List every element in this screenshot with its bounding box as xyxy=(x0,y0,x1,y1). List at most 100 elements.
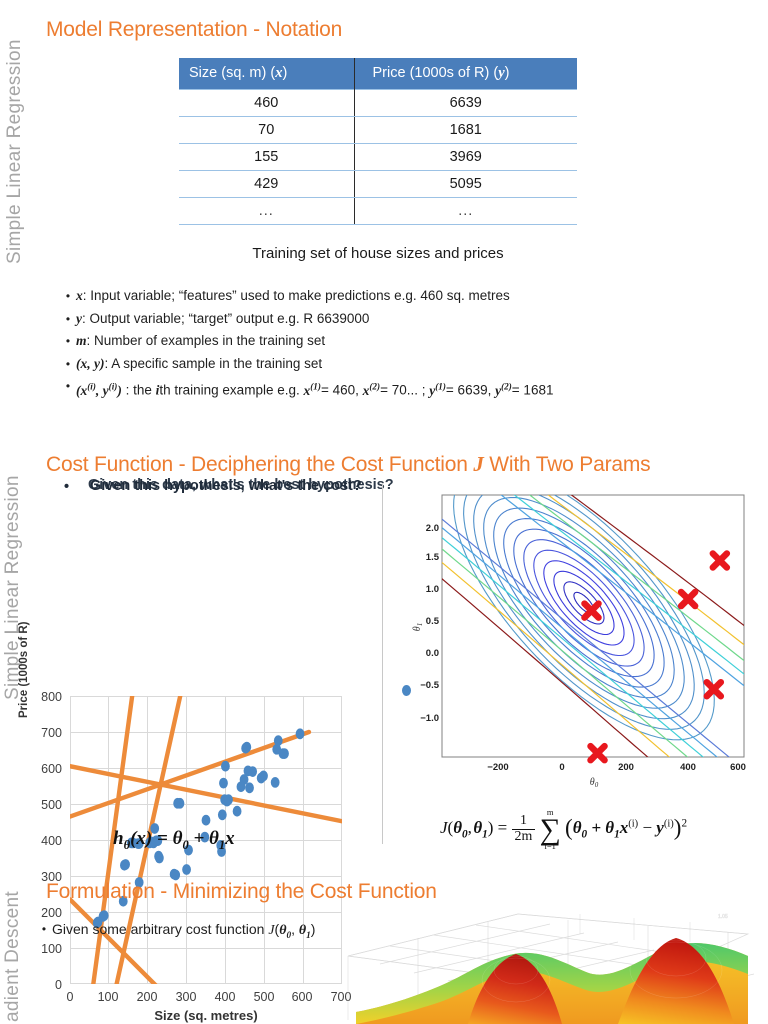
gridline-h xyxy=(70,804,342,805)
contour-y-axis-title: θ1 xyxy=(412,623,424,631)
cost-surface-image: 1.05 xyxy=(318,900,768,1024)
scatter-point xyxy=(295,728,305,740)
list-item-label: m: Number of examples in the training se… xyxy=(76,333,326,348)
contour-line xyxy=(523,539,645,667)
list-item: • (x, y): A specific sample in the train… xyxy=(60,353,760,376)
cell-size: ... xyxy=(179,197,354,225)
y-tick-label: 800 xyxy=(41,690,62,704)
x-tick-label: 700 xyxy=(330,990,352,1004)
overlap-text-front-label: Given this hypothesis, what's the cost? xyxy=(90,478,362,494)
header-price-text: Price (1000s of R) xyxy=(372,65,494,81)
sidebar-label-text: adient Descent xyxy=(2,891,23,1022)
gradient-bullet-list: • Given some arbitrary cost function J(θ… xyxy=(36,918,536,946)
contour-band xyxy=(528,495,744,662)
gridline-v xyxy=(186,696,187,984)
scatter-point xyxy=(121,859,130,870)
gridline-h xyxy=(70,696,342,697)
gridline-v xyxy=(225,696,226,984)
contour-band xyxy=(513,495,744,675)
cell-size: 429 xyxy=(179,170,354,198)
hypothesis-formula: hθ(x) = θ0 + θ1x xyxy=(113,828,235,852)
contour-line xyxy=(543,560,625,646)
scatter-point xyxy=(248,766,258,777)
list-item: • Given some arbitrary cost function J(θ… xyxy=(36,918,536,946)
table-row: 429 5095 xyxy=(179,170,577,198)
x-tick-label: 100 xyxy=(97,990,119,1004)
contour-svg: 2.0 1.5 1.0 0.5 0.0 −0.5 −1.0 −200 0 200… xyxy=(412,494,746,789)
scatter-point xyxy=(270,777,280,788)
table-row: 155 3969 xyxy=(179,143,577,171)
gridline-h xyxy=(70,732,342,733)
notation-bullet-list: • x: Input variable; “features” used to … xyxy=(60,285,760,402)
section-title-text: Model Representation - Notation xyxy=(46,18,343,41)
section-title-formulation: Formulation - Minimizing the Cost Functi… xyxy=(46,880,437,904)
scatter-plot-area xyxy=(70,696,342,984)
contour-line xyxy=(533,549,635,657)
contour-chart: 2.0 1.5 1.0 0.5 0.0 −0.5 −1.0 −200 0 200… xyxy=(398,487,758,792)
scatter-point xyxy=(118,895,128,907)
cost-marker-x xyxy=(709,550,731,571)
cost-marker-x xyxy=(587,742,608,764)
gridline-v xyxy=(264,696,265,984)
scatter-point xyxy=(134,877,144,888)
y-tick-label: 200 xyxy=(41,906,62,920)
contour-x-tick: 400 xyxy=(680,762,696,773)
y-tick-label: 600 xyxy=(41,762,62,776)
stray-point xyxy=(402,685,411,696)
contour-band xyxy=(442,561,671,757)
bullet-dot-icon: • xyxy=(64,479,70,495)
contour-y-tick: −0.5 xyxy=(420,680,439,691)
list-item-label: Given some arbitrary cost function J(θ0,… xyxy=(52,921,316,940)
y-tick-label: 100 xyxy=(41,942,62,956)
list-item: • m: Number of examples in the training … xyxy=(60,330,760,353)
overlap-text-back-label: Given this data, what's the best hypothe… xyxy=(88,477,394,493)
bullet-dot-icon: • xyxy=(65,379,71,393)
table-caption: Training set of house sizes and prices xyxy=(179,245,577,262)
x-tick-label: 300 xyxy=(175,990,197,1004)
table-caption-text: Training set of house sizes and prices xyxy=(252,245,504,262)
x-tick-label: 0 xyxy=(66,990,74,1004)
trend-line xyxy=(70,763,342,824)
list-item: • y: Output variable; “target” output e.… xyxy=(60,308,760,331)
contour-x-tick: −200 xyxy=(487,762,508,773)
scatter-point xyxy=(184,844,193,856)
scatter-point xyxy=(273,735,283,747)
section-title-text: Cost Function - Deciphering the Cost Fun… xyxy=(46,453,474,476)
scatter-point xyxy=(239,774,249,785)
table-row: ... ... xyxy=(179,197,577,225)
table-row: 70 1681 xyxy=(179,116,577,144)
gridline-h xyxy=(70,948,342,949)
scatter-point xyxy=(242,741,252,753)
x-axis-title-text: Size (sq. metres) xyxy=(154,1008,258,1023)
x-tick-label: 400 xyxy=(214,990,236,1004)
scatter-point xyxy=(217,809,227,821)
cell-size: 70 xyxy=(179,116,354,144)
bullet-dot-icon: • xyxy=(41,922,47,936)
contour-y-tick: 1.5 xyxy=(426,552,440,563)
y-axis-title: Price (1000s of R) xyxy=(18,621,30,718)
contour-band xyxy=(442,577,649,757)
scatter-point xyxy=(99,910,109,921)
contour-band xyxy=(442,536,704,757)
cost-function-formula: J(θ0, θ1) = 1 2m m ∑ i=1 (θ0 + θ1x(i) − … xyxy=(440,807,688,851)
y-tick-label: 400 xyxy=(41,834,62,848)
contour-band xyxy=(570,495,744,627)
list-item-label: x: Input variable; “features” used to ma… xyxy=(76,288,510,303)
scatter-point xyxy=(221,760,230,772)
training-set-table: Size (sq. m) (x) Price (1000s of R) (y) … xyxy=(179,58,577,225)
svg-text:1.05: 1.05 xyxy=(718,914,728,920)
scatter-point xyxy=(201,814,211,826)
gridline-h xyxy=(70,912,342,913)
contour-line xyxy=(513,528,655,678)
sidebar-label-simple-linear-regression-1: Simple Linear Regression xyxy=(4,39,26,264)
bullet-dot-icon: • xyxy=(65,356,71,371)
surface-svg: 1.05 xyxy=(347,913,755,1024)
scatter-svg xyxy=(70,696,342,984)
summation-symbol: m ∑ i=1 xyxy=(539,807,561,851)
list-item-label: y: Output variable; “target” output e.g.… xyxy=(76,310,370,326)
contour-marker-group xyxy=(581,550,731,764)
contour-band xyxy=(442,518,730,757)
section-title-model-representation: Model Representation - Notation xyxy=(46,18,342,42)
trend-line-group xyxy=(70,696,342,984)
